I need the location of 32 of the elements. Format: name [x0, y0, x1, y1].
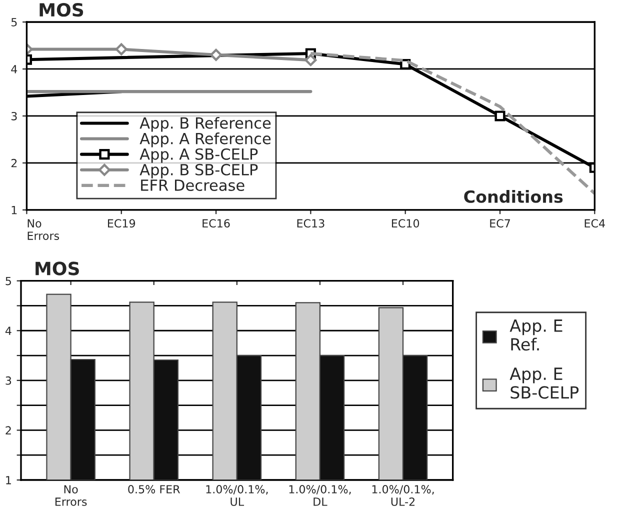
- legend-label: App. E Ref.: [510, 320, 562, 351]
- x-tick-label: EC10: [392, 219, 420, 228]
- y-tick-label: 3: [11, 112, 17, 120]
- y-tick-label: 2: [11, 158, 17, 168]
- legend-label: App. B SB-CELP: [140, 164, 258, 178]
- x-tick-label: 1.0%/0.1%, UL: [206, 485, 268, 506]
- legend-label: App. A SB-CELP: [140, 148, 258, 163]
- x-tick-label: 1.0%/0.1%, DL: [289, 485, 351, 506]
- x-tick-label: EC13: [297, 219, 324, 228]
- legend-label: App. A Reference: [140, 132, 271, 148]
- x-tick-label: EC4: [584, 219, 605, 228]
- y-tick-label: 3: [6, 376, 12, 385]
- y-axis-title: MOS: [40, 2, 84, 17]
- y-tick-label: 1: [6, 476, 11, 484]
- x-tick-label: EC7: [490, 219, 510, 228]
- y-tick-label: 4: [11, 65, 18, 74]
- x-tick-label: EC19: [108, 219, 136, 228]
- y-tick-label: 2: [6, 426, 11, 434]
- x-tick-label: No Errors: [55, 485, 87, 506]
- legend-label: EFR Decrease: [141, 180, 244, 191]
- legend-label: App. B Reference: [140, 116, 271, 132]
- x-tick-label: 1.0%/0.1%, UL-2: [372, 485, 434, 506]
- y-tick-label: 5: [11, 18, 17, 26]
- x-tick-label: 0.5% FER: [128, 485, 180, 494]
- x-tick-label: EC16: [202, 219, 230, 228]
- legend-label: App. E SB-CELP: [510, 368, 579, 399]
- y-tick-label: 4: [5, 326, 12, 335]
- y-tick-label: 5: [6, 276, 11, 286]
- y-axis-title: MOS: [36, 262, 79, 276]
- x-axis-title: Conditions: [464, 190, 563, 203]
- x-tick-label: No Errors: [28, 219, 60, 240]
- y-tick-label: 1: [12, 206, 17, 214]
